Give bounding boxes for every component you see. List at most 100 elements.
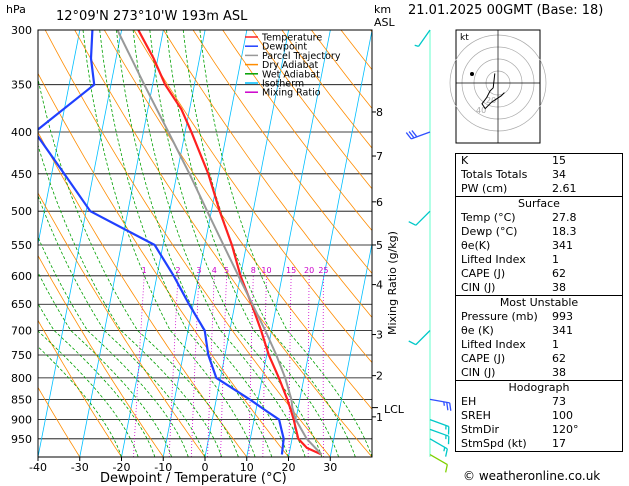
pressure-tick-label: 900 (11, 414, 32, 427)
mixing-ratio-tick-label: 3 (196, 266, 201, 275)
mixing-ratio-tick-label: 8 (251, 266, 256, 275)
mixing-ratio-tick-label: 4 (212, 266, 217, 275)
legend-item-label: Dry Adiabat (262, 60, 319, 71)
location-title: 12°09'N 273°10'W 193m ASL (56, 9, 248, 24)
dry-adiabat-line (133, 30, 372, 364)
hodograph-title: Hodograph (508, 381, 570, 394)
wet-adiabat-line (38, 330, 139, 457)
wet-adiabat-line (166, 30, 339, 457)
mixing-ratio-tick-label: 20 (304, 266, 314, 275)
isotherm-line (121, 30, 206, 457)
index-row: CIN (J) 38 (461, 366, 566, 379)
wet-adiabat-line (38, 143, 223, 457)
wind-barb (410, 131, 431, 140)
mixing-ratio-tick-label: 1 (142, 266, 147, 275)
index-row: Dewp (°C) 18.3 (461, 225, 577, 238)
wind-barb (429, 398, 450, 404)
mixing-ratio-line (288, 275, 292, 457)
lcl-label: LCL (384, 403, 405, 416)
pressure-tick-label: 350 (11, 79, 32, 92)
wet-adiabat-line (149, 30, 323, 457)
parcel-trajectory-line (116, 30, 323, 456)
wind-barb-flag (408, 221, 417, 226)
wind-barb-flag (445, 464, 448, 473)
index-row: Temp (°C) 27.8 (461, 211, 577, 224)
km-tick-label: 6 (376, 196, 383, 209)
temp-tick-label: 10 (240, 461, 254, 474)
most-unstable-section: Most Unstable Pressure (mb) 993 θe (K) 341… (455, 295, 623, 380)
indices-table: K 15 Totals Totals 34 PW (cm) 2.61 Surface … (455, 153, 623, 467)
index-row: Pressure (mb) 993 (461, 310, 573, 323)
wet-adiabat-line (199, 30, 372, 457)
isotherm-line (79, 30, 164, 457)
wind-barb (429, 438, 448, 450)
legend-item-label: Parcel Trajectory (262, 51, 341, 62)
credit-text: © weatheronline.co.uk (463, 469, 601, 483)
pressure-tick-label: 800 (11, 372, 32, 385)
wet-adiabat-line (38, 302, 156, 457)
mixing-ratio-line (168, 275, 179, 457)
index-row: Lifted Index 1 (461, 253, 559, 266)
temp-tick-label: -30 (71, 461, 89, 474)
wet-adiabat-line (38, 76, 239, 457)
dry-adiabat-line (192, 30, 372, 274)
index-row: θe (K) 341 (461, 324, 573, 337)
mixing-ratio-tick-label: 2 (175, 266, 180, 275)
isotherm-line (38, 30, 122, 457)
isotherm-line (204, 30, 289, 457)
pressure-unit: hPa (6, 3, 26, 16)
hodograph-ring-label: 20 (486, 96, 496, 105)
wet-adiabat-line (182, 30, 356, 457)
index-row: θe(K) 341 (461, 239, 573, 252)
index-row: CIN (J) 38 (461, 281, 566, 294)
dry-adiabat-line (38, 386, 81, 457)
temp-tick-label: 0 (202, 461, 209, 474)
pressure-tick-label: 300 (11, 24, 32, 37)
km-tick-label: 7 (376, 150, 383, 163)
legend-item-label: Isotherm (262, 79, 304, 90)
hodograph-trace (481, 73, 505, 110)
legend-item-label: Dewpoint (262, 42, 307, 53)
asl-label: ASL (374, 16, 396, 29)
pressure-tick-label: 600 (11, 270, 32, 283)
mixing-ratio-line (262, 275, 267, 457)
wind-barb-flag (405, 132, 412, 140)
wind-barb-flag (414, 44, 419, 48)
wind-barb-flag (445, 448, 448, 457)
index-row: CAPE (J) 62 (461, 267, 566, 280)
isotherm-line (288, 30, 372, 457)
wind-barb-flag (443, 401, 445, 406)
storm-motion-dot (470, 72, 474, 76)
isotherm-line (329, 241, 372, 457)
mixing-ratio-tick-label: 5 (224, 266, 229, 275)
dry-adiabat-line (251, 30, 372, 190)
wind-barb (429, 453, 448, 466)
isotherm-line (246, 30, 331, 457)
mixing-ratio-tick-label: 25 (318, 266, 328, 275)
dry-adiabat-line (38, 254, 164, 457)
index-row: Totals Totals 34 (461, 168, 566, 181)
surface-title: Surface (518, 197, 560, 210)
km-tick-label: 4 (376, 279, 383, 292)
wind-barb-flag (449, 402, 452, 411)
pressure-tick-label: 500 (11, 205, 32, 218)
wind-barb (415, 210, 431, 226)
dry-adiabat-line (281, 30, 372, 149)
index-row: EH 73 (461, 395, 566, 408)
mixing-ratio-axis-label: Mixing Ratio (g/kg) (386, 231, 399, 335)
km-label: km (374, 3, 391, 16)
pressure-tick-label: 450 (11, 168, 32, 181)
hodograph-unit-label: kt (460, 33, 469, 43)
mixing-ratio-line (207, 275, 215, 457)
surface-section: Surface Temp (°C) 27.8 Dewp (°C) 18.3 θe(K… (455, 196, 623, 295)
temp-tick-label: -10 (154, 461, 172, 474)
temperature-line (137, 30, 323, 456)
wind-barb (429, 419, 450, 428)
wet-adiabat-line (38, 271, 172, 457)
most-unstable-title: Most Unstable (499, 296, 579, 309)
dry-adiabat-line (38, 131, 248, 457)
mixing-ratio-tick-label: 15 (286, 266, 296, 275)
wind-barb (415, 330, 431, 346)
pressure-tick-label: 400 (11, 126, 32, 139)
